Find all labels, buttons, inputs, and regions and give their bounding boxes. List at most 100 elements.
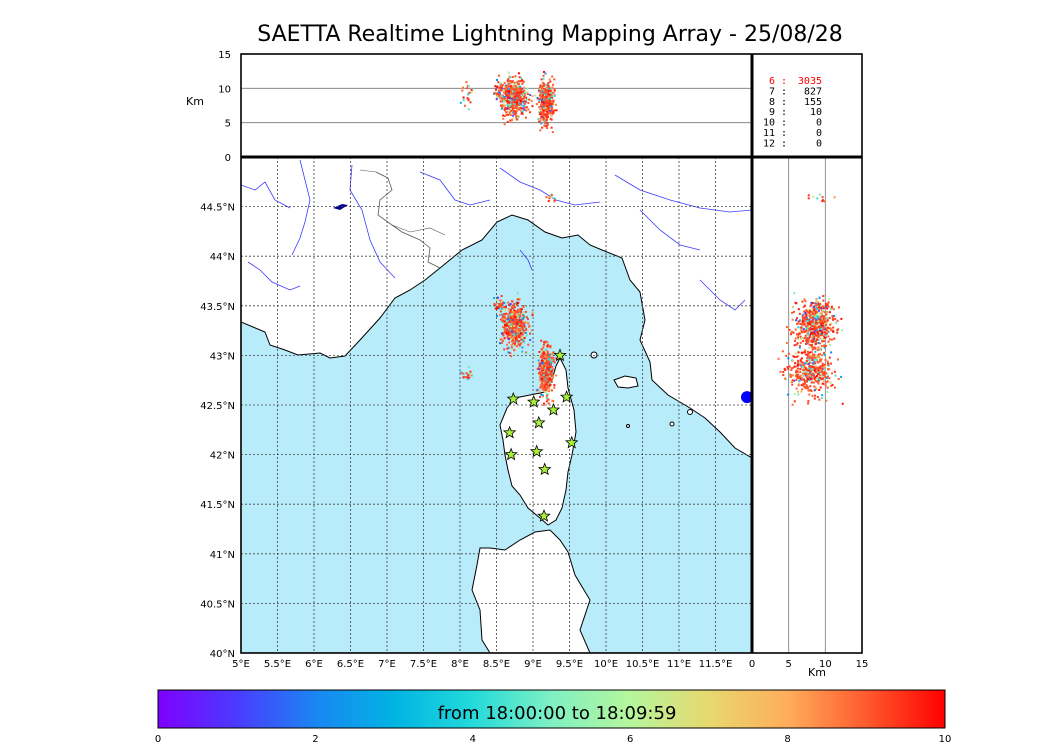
lightning-point-lat-alt (804, 300, 807, 303)
lightning-point-lat-alt (806, 330, 809, 333)
lightning-point-alt-lon (520, 96, 523, 99)
lightning-point (550, 389, 553, 392)
lightning-point-lat-alt (798, 346, 801, 349)
lightning-point-lat-alt (802, 378, 805, 381)
lightning-point (544, 381, 547, 384)
right-xlabel: Km (808, 666, 826, 679)
lightning-point (468, 372, 470, 375)
lightning-point (516, 310, 519, 313)
lightning-point-alt-lon (463, 104, 466, 107)
lightning-point (513, 324, 516, 327)
lightning-point-lat-alt (797, 359, 799, 362)
lightning-point (507, 303, 510, 306)
lightning-point-lat-alt (823, 370, 826, 373)
lightning-point-alt-lon (513, 94, 516, 97)
lightning-point-alt-lon (522, 104, 525, 107)
lightning-point (548, 361, 551, 364)
lightning-point-alt-lon (548, 102, 551, 105)
lightning-point (507, 346, 510, 349)
lightning-point (547, 398, 550, 401)
lightning-point-alt-lon (506, 105, 509, 108)
lightning-point (546, 394, 548, 397)
lightning-point (522, 306, 525, 308)
lightning-point-lat-alt (794, 337, 797, 340)
lightning-point-lat-alt (818, 318, 821, 320)
lightning-point-lat-alt (816, 349, 819, 352)
lightning-point (514, 353, 517, 356)
lightning-point (542, 352, 545, 355)
lightning-point (497, 296, 499, 299)
lightning-point-lat-alt (821, 362, 824, 365)
lightning-point-lat-alt (813, 397, 816, 400)
lightning-point-alt-lon (504, 84, 507, 87)
map-x-tick-label: 6.5°E (337, 659, 364, 670)
lightning-point-lat-alt (805, 309, 808, 312)
lightning-point-lat-alt (796, 370, 799, 373)
lightning-point (548, 196, 551, 199)
lightning-point (515, 319, 517, 322)
lightning-point-lat-alt (810, 374, 813, 377)
lightning-point-alt-lon (538, 99, 541, 102)
lightning-point-lat-alt (814, 379, 817, 382)
lightning-point-lat-alt (795, 371, 798, 374)
lightning-point-alt-lon (546, 105, 549, 108)
lightning-point-alt-lon (545, 94, 548, 97)
lightning-point-alt-lon (500, 95, 503, 98)
lightning-point-alt-lon (538, 107, 541, 110)
lightning-point-lat-alt (819, 322, 822, 325)
lightning-point-alt-lon (516, 83, 519, 86)
right-panel-bg (752, 157, 862, 653)
lightning-point-lat-alt (803, 363, 806, 366)
lightning-point-lat-alt (829, 381, 832, 384)
lightning-point-lat-alt (817, 325, 820, 328)
lightning-point-alt-lon (545, 104, 548, 107)
lightning-point-lat-alt (813, 338, 815, 341)
lightning-point-alt-lon (504, 86, 507, 89)
lightning-point-alt-lon (467, 108, 470, 111)
lightning-point-lat-alt (797, 326, 800, 329)
lightning-point-lat-alt (812, 321, 815, 324)
lightning-point (506, 330, 509, 333)
lightning-point-lat-alt (808, 367, 811, 370)
lightning-point-lat-alt (806, 386, 809, 389)
lightning-point-lat-alt (806, 353, 809, 356)
lightning-point (539, 396, 541, 398)
lightning-point-lat-alt (813, 353, 816, 356)
lightning-point (516, 329, 519, 332)
lightning-point (541, 383, 544, 385)
lightning-point-alt-lon (507, 113, 510, 116)
lightning-point-alt-lon (530, 100, 533, 103)
lightning-point (512, 311, 515, 313)
lightning-point-lat-alt (798, 379, 801, 382)
lightning-point (524, 315, 527, 318)
lightning-point-lat-alt (808, 365, 811, 368)
lightning-point-alt-lon (509, 103, 512, 106)
lightning-point (459, 371, 462, 374)
lightning-point-alt-lon (503, 88, 506, 91)
lightning-point (542, 375, 545, 378)
lightning-point-lat-alt (836, 358, 839, 361)
lightning-point-lat-alt (821, 305, 824, 308)
lightning-point-lat-alt (803, 322, 806, 325)
lightning-point (551, 359, 554, 362)
lightning-point-lat-alt (805, 314, 808, 317)
lightning-point-lat-alt (806, 320, 809, 322)
lightning-point-lat-alt (800, 366, 803, 369)
lightning-point-lat-alt (813, 320, 816, 323)
lightning-point-alt-lon (546, 124, 549, 126)
chart-title: SAETTA Realtime Lightning Mapping Array … (257, 22, 843, 47)
lightning-point (547, 390, 550, 393)
lightning-point-lat-alt (816, 376, 819, 379)
lightning-point-lat-alt (830, 322, 833, 325)
lightning-point (508, 338, 511, 340)
lightning-point-lat-alt (820, 322, 823, 325)
lightning-point-lat-alt (796, 317, 798, 320)
montecristo-island (626, 424, 630, 428)
lightning-point-lat-alt (817, 301, 820, 304)
lightning-point-alt-lon (538, 118, 541, 121)
lightning-point-alt-lon (539, 111, 542, 114)
lightning-point-alt-lon (541, 106, 544, 109)
lightning-point-alt-lon (511, 76, 514, 78)
lightning-point-lat-alt (825, 372, 827, 375)
lightning-point-alt-lon (538, 120, 540, 123)
